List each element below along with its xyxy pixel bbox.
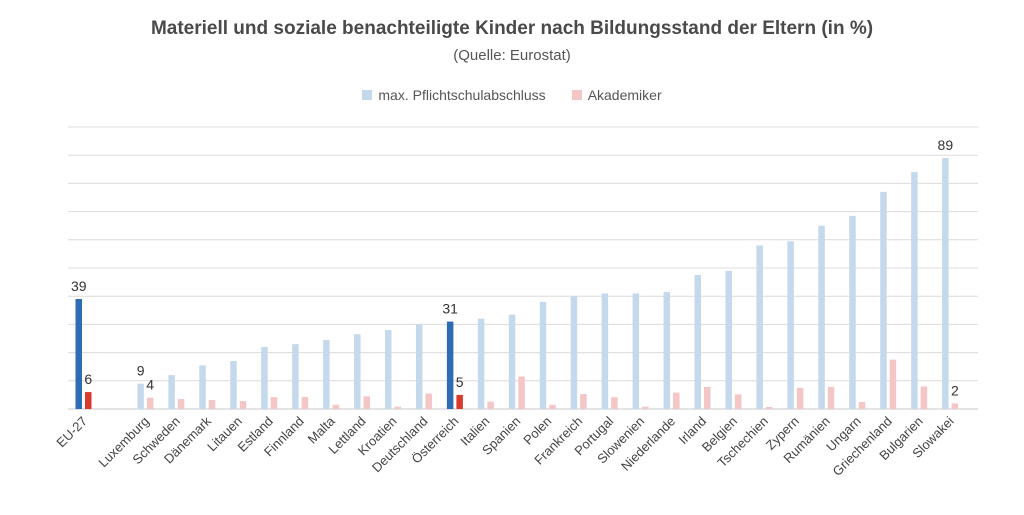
data-label: 5: [456, 374, 464, 390]
bar-pflichtschule-9: [385, 330, 392, 409]
bar-akademiker-24: [858, 401, 866, 409]
data-label: 89: [938, 137, 954, 153]
bar-akademiker-27: [951, 403, 959, 409]
bar-pflichtschule-20: [725, 270, 732, 409]
bar-pflichtschule-18: [663, 291, 671, 409]
bar-akademiker-25: [889, 359, 897, 409]
bar-akademiker-12: [487, 401, 494, 409]
bar-pflichtschule-15: [570, 296, 578, 409]
bar-akademiker-1: [146, 397, 154, 409]
legend-swatch-pflichtschule: [362, 90, 373, 100]
bar-pflichtschule-24: [849, 215, 856, 409]
bar-pflichtschule-5: [261, 346, 268, 409]
bar-pflichtschule-11: [446, 321, 454, 409]
bar-akademiker-3: [208, 399, 216, 409]
legend-label-akademiker: Akademiker: [587, 87, 662, 103]
bar-akademiker-26: [920, 386, 928, 409]
legend-swatch-akademiker: [571, 90, 582, 100]
legend-label-pflichtschule: max. Pflichtschulabschluss: [378, 87, 546, 103]
bar-akademiker-4: [239, 401, 247, 409]
data-label: 9: [137, 363, 145, 379]
bar-akademiker-19: [704, 387, 711, 409]
bar-akademiker-17: [642, 406, 649, 409]
bar-pflichtschule-22: [787, 241, 794, 409]
bar-akademiker-13: [518, 376, 525, 409]
chart-title: Materiell und soziale benachteiligte Kin…: [150, 18, 874, 39]
bar-pflichtschule-26: [911, 172, 918, 409]
bar-pflichtschule-6: [292, 344, 299, 409]
bar-pflichtschule-23: [818, 225, 825, 409]
bar-pflichtschule-0: [75, 299, 82, 409]
bar-akademiker-15: [580, 394, 587, 409]
chart-subtitle: (Quelle: Eurostat): [453, 47, 571, 64]
bar-pflichtschule-21: [756, 245, 763, 409]
bar-akademiker-7: [332, 404, 340, 409]
bar-akademiker-20: [734, 394, 742, 409]
data-label: 6: [84, 371, 92, 387]
bar-pflichtschule-1: [137, 383, 144, 409]
bar-akademiker-6: [301, 396, 309, 409]
bar-akademiker-5: [270, 397, 278, 409]
bar-akademiker-11: [456, 394, 463, 409]
bar-akademiker-2: [177, 399, 185, 409]
bar-pflichtschule-7: [323, 339, 330, 409]
data-label: 39: [71, 278, 87, 294]
bar-pflichtschule-3: [199, 365, 206, 409]
bar-akademiker-16: [611, 397, 618, 409]
legend-item-pflichtschule: max. Pflichtschulabschluss: [362, 87, 546, 103]
bar-pflichtschule-8: [354, 334, 361, 409]
bar-pflichtschule-4: [230, 361, 237, 409]
chart-legend: max. Pflichtschulabschluss Akademiker: [0, 87, 1024, 103]
bar-akademiker-23: [827, 387, 835, 409]
bar-akademiker-0: [85, 392, 92, 409]
data-label: 2: [951, 382, 959, 398]
bar-pflichtschule-19: [694, 275, 701, 409]
data-label: 31: [442, 301, 458, 317]
legend-item-akademiker: Akademiker: [571, 87, 662, 103]
bar-pflichtschule-10: [415, 324, 423, 409]
data-label: 4: [146, 377, 154, 393]
bar-akademiker-22: [796, 387, 804, 409]
bar-pflichtschule-27: [942, 158, 949, 409]
bar-pflichtschule-17: [632, 293, 640, 409]
bar-pflichtschule-12: [477, 318, 485, 409]
bar-pflichtschule-2: [168, 375, 175, 409]
bar-akademiker-8: [363, 396, 371, 409]
bar-pflichtschule-25: [880, 191, 887, 409]
bar-akademiker-9: [394, 406, 401, 409]
bar-akademiker-10: [425, 393, 432, 409]
bar-pflichtschule-13: [508, 314, 516, 409]
x-tick-label: EU-27: [53, 414, 90, 451]
bar-akademiker-18: [673, 392, 680, 409]
bar-pflichtschule-16: [601, 293, 609, 409]
bar-akademiker-14: [549, 404, 556, 409]
bar-pflichtschule-14: [539, 301, 547, 409]
bar-akademiker-21: [765, 407, 773, 409]
